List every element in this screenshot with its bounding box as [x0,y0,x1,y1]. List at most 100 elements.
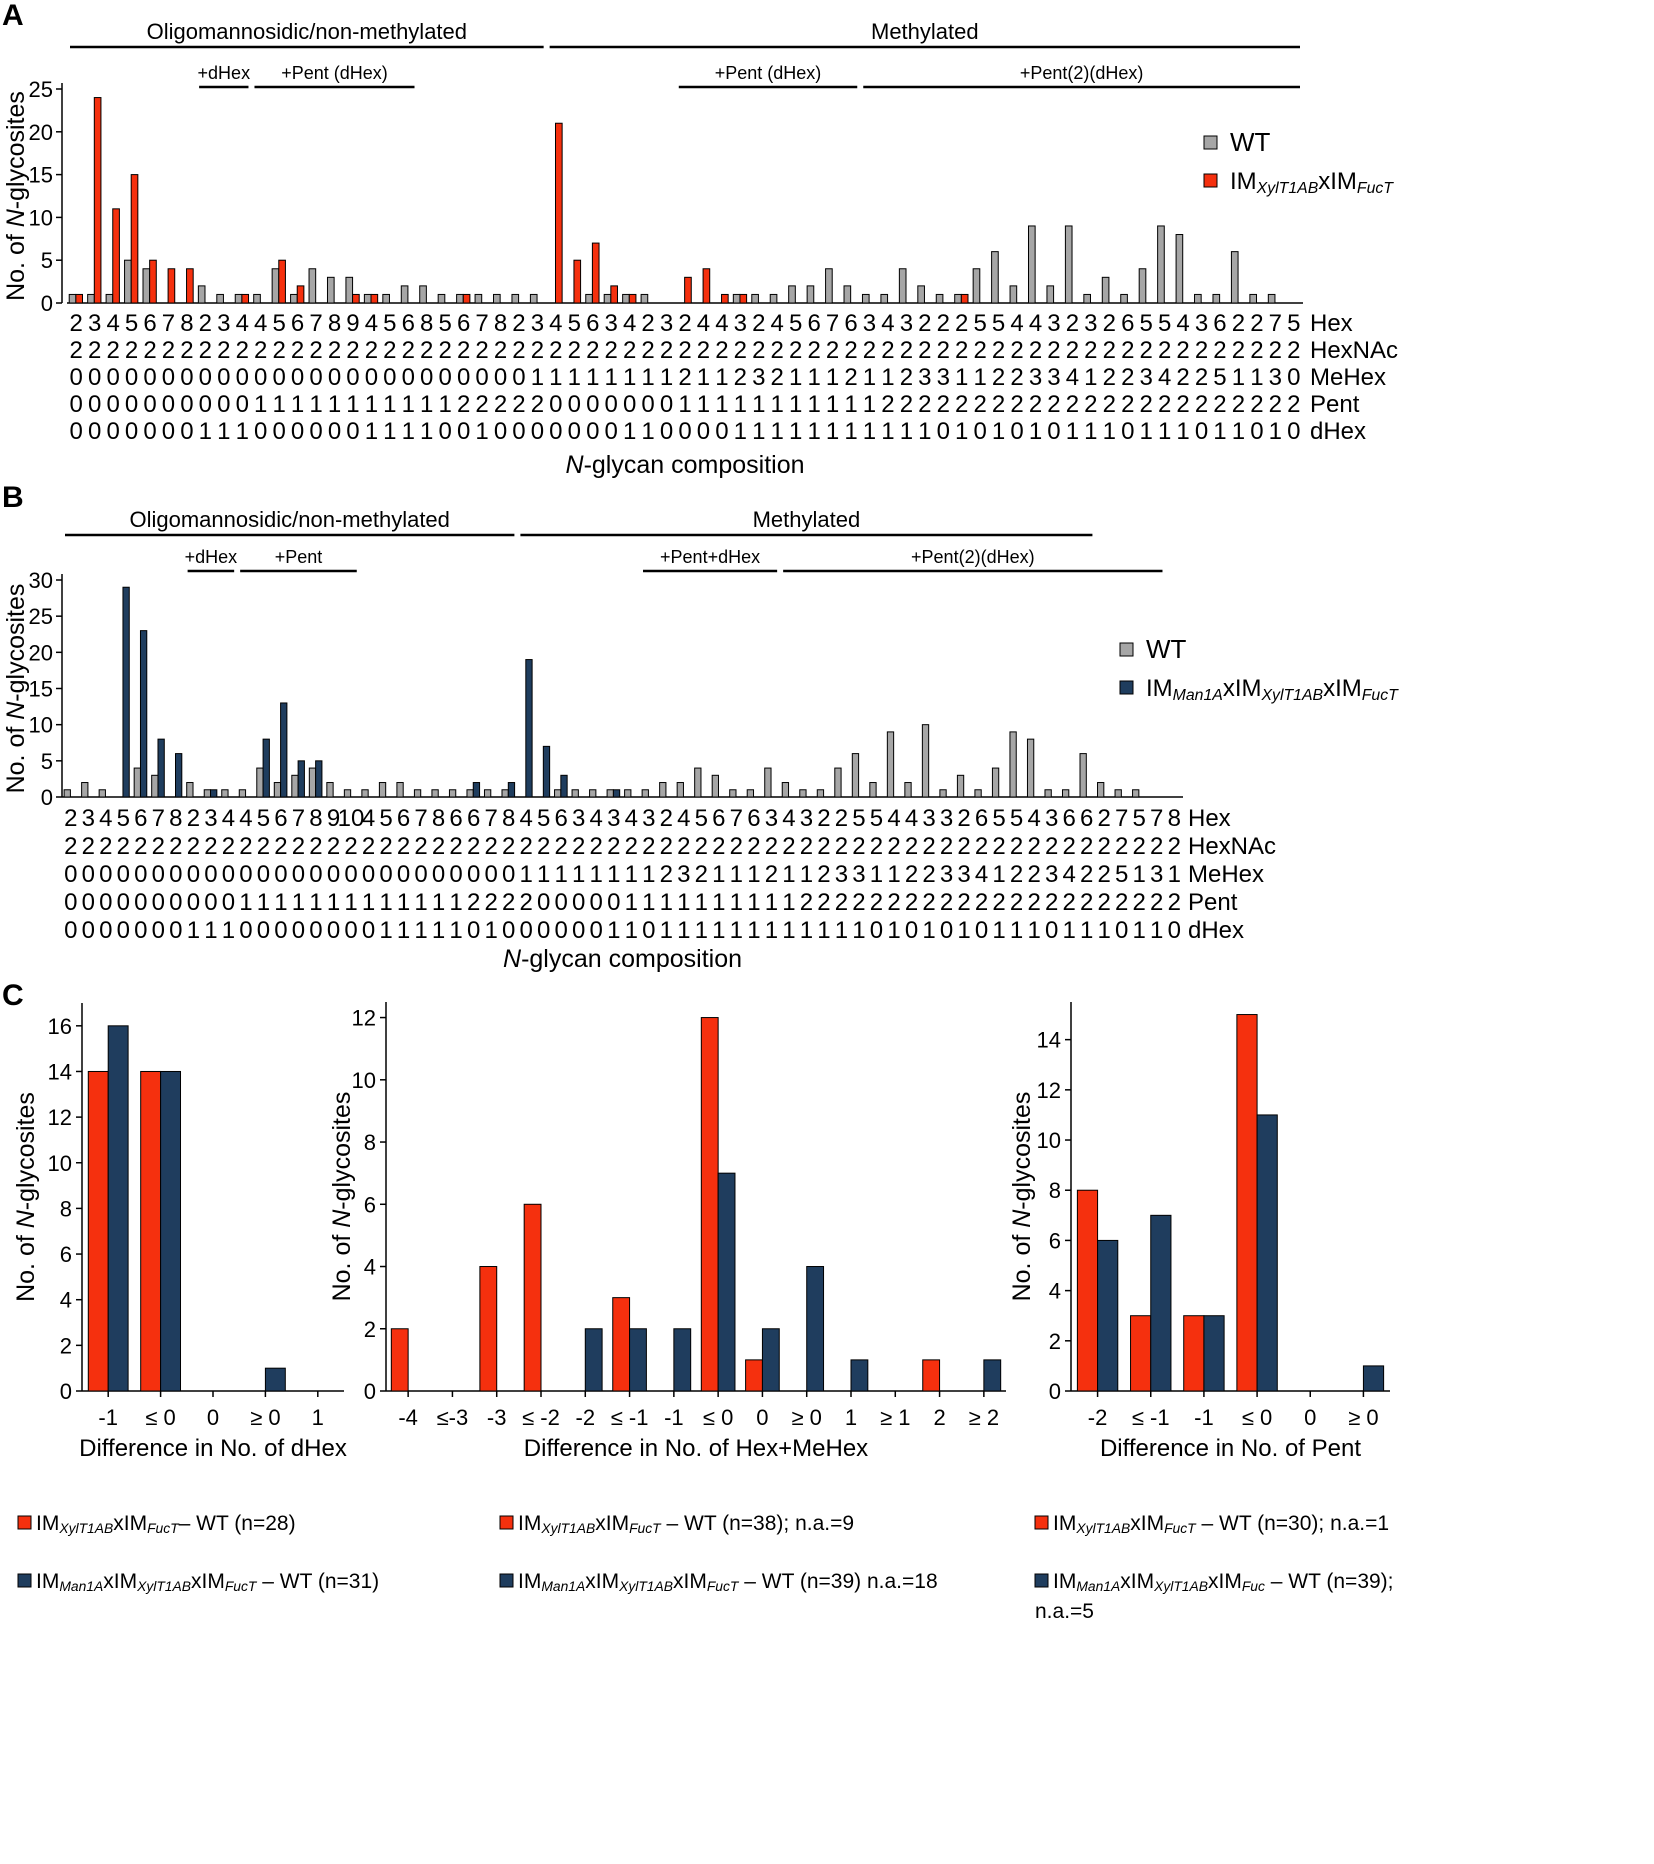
comp-A-r2-57: 2 [1121,364,1134,391]
comp-B-r1-37: 2 [712,833,725,860]
bar-A-s0-24 [511,293,520,304]
comp-B-r0-10: 4 [239,805,252,832]
comp-B-r4-59: 1 [1098,917,1111,944]
comp-A-r1-9: 2 [236,337,249,364]
comp-B-r1-15: 2 [327,833,340,860]
comp-B-r1-22: 2 [449,833,462,860]
comp-A-r0-8: 3 [217,310,230,337]
comp-B-r2-29: 1 [572,861,585,888]
comp-B-r4-15: 0 [327,917,340,944]
comp-B-r3-25: 2 [502,889,515,916]
comp-A-r4-3: 0 [125,418,138,445]
comp-A-r4-64: 0 [1250,418,1263,445]
y-tick-label-B-5: 5 [41,749,53,774]
comp-B-r2-24: 0 [484,861,497,888]
comp-B-r2-51: 3 [957,861,970,888]
comp-A-r2-21: 0 [457,364,470,391]
x-tick-label-C3-2: -1 [1194,1405,1214,1430]
comp-B-r3-32: 1 [625,889,638,916]
comp-A-r2-5: 0 [162,364,175,391]
bar-B-s1-27 [542,745,551,798]
comp-A-r3-54: 2 [1066,391,1079,418]
y-tick-label-C2-10: 10 [352,1068,376,1093]
x-tick-label-C2-2: -3 [487,1405,507,1430]
comp-B-r1-16: 2 [344,833,357,860]
comp-A-r0-36: 3 [734,310,747,337]
comp-B-r1-53: 2 [992,833,1005,860]
comp-A-r4-35: 0 [715,418,728,445]
bar-A-s1-48 [960,293,969,304]
comp-B-r2-42: 1 [800,861,813,888]
comp-B-r0-45: 5 [852,805,865,832]
y-tick-label-C3-8: 8 [1049,1178,1061,1203]
comp-B-r1-7: 2 [187,833,200,860]
comp-B-r0-17: 4 [362,805,375,832]
comp-A-r1-37: 2 [752,337,765,364]
bar-A-s1-30 [628,293,637,304]
comp-B-r2-17: 0 [362,861,375,888]
comp-B-r1-6: 2 [169,833,182,860]
bar-A-s0-25 [529,293,538,304]
comp-B-r0-9: 4 [222,805,235,832]
comp-A-r1-17: 2 [383,337,396,364]
comp-A-r0-22: 7 [475,310,488,337]
bar-A-s0-59 [1157,225,1165,304]
comp-A-r0-18: 6 [402,310,415,337]
comp-B-r2-23: 0 [467,861,480,888]
comp-B-r0-39: 6 [747,805,760,832]
comp-A-r3-66: 2 [1287,391,1300,418]
y-tick-label-C2-8: 8 [364,1130,376,1155]
comp-B-r2-36: 2 [695,861,708,888]
comp-A-r2-29: 1 [605,364,618,391]
bar-B-s0-33 [641,789,649,798]
comp-A-r2-42: 2 [844,364,857,391]
comp-A-r0-26: 4 [549,310,562,337]
comp-A-r1-23: 2 [494,337,507,364]
comp-A-r0-29: 3 [605,310,618,337]
x-axis-label-B: N-glycan composition [503,945,742,973]
comp-B-r2-62: 3 [1150,861,1163,888]
comp-A-r2-52: 3 [1029,364,1042,391]
comp-A-r3-17: 1 [383,391,396,418]
comp-B-r4-7: 1 [187,917,200,944]
comp-B-r1-63: 2 [1168,833,1181,860]
comp-B-r2-55: 2 [1027,861,1040,888]
bar-A-s0-12 [290,293,298,304]
comp-A-r4-45: 1 [900,418,913,445]
y-tick-label-C3-0: 0 [1049,1379,1061,1404]
comp-B-r1-11: 2 [257,833,270,860]
comp-A-r1-2: 2 [106,337,119,364]
comp-A-r3-3: 0 [125,391,138,418]
x-tick-label-C2-10: 1 [845,1405,857,1430]
comp-B-r4-10: 0 [239,917,252,944]
comp-A-r2-3: 0 [125,364,138,391]
comp-A-r2-48: 1 [955,364,968,391]
comp-B-r0-15: 9 [327,805,340,832]
comp-A-r1-39: 2 [789,337,802,364]
bar-B-s0-10 [238,789,247,798]
bar-B-s0-4 [133,767,141,798]
comp-B-r2-33: 1 [642,861,655,888]
comp-A-r1-14: 2 [328,337,341,364]
comp-A-r3-43: 1 [863,391,876,418]
comp-B-r0-37: 6 [712,805,725,832]
comp-A-r1-3: 2 [125,337,138,364]
comp-A-r4-38: 1 [771,418,784,445]
comp-B-r0-35: 4 [677,805,690,832]
bar-A-s0-41 [825,268,833,304]
comp-A-r4-6: 0 [180,418,193,445]
comp-B-r0-21: 8 [432,805,445,832]
comp-B-r2-38: 1 [730,861,743,888]
comp-A-r3-23: 2 [494,391,507,418]
comp-A-r1-51: 2 [1010,337,1023,364]
comp-A-r3-39: 1 [789,391,802,418]
comp-A-r1-57: 2 [1121,337,1134,364]
comp-A-r0-35: 4 [715,310,728,337]
comp-A-r3-7: 0 [199,391,212,418]
bar-A-s0-0 [68,293,77,304]
bar-B-s0-2 [98,789,106,798]
comp-A-r0-64: 2 [1250,310,1263,337]
x-tick-label-C3-0: -2 [1088,1405,1108,1430]
bar-A-s1-15 [352,293,360,304]
bar-B-s0-51 [956,774,965,798]
